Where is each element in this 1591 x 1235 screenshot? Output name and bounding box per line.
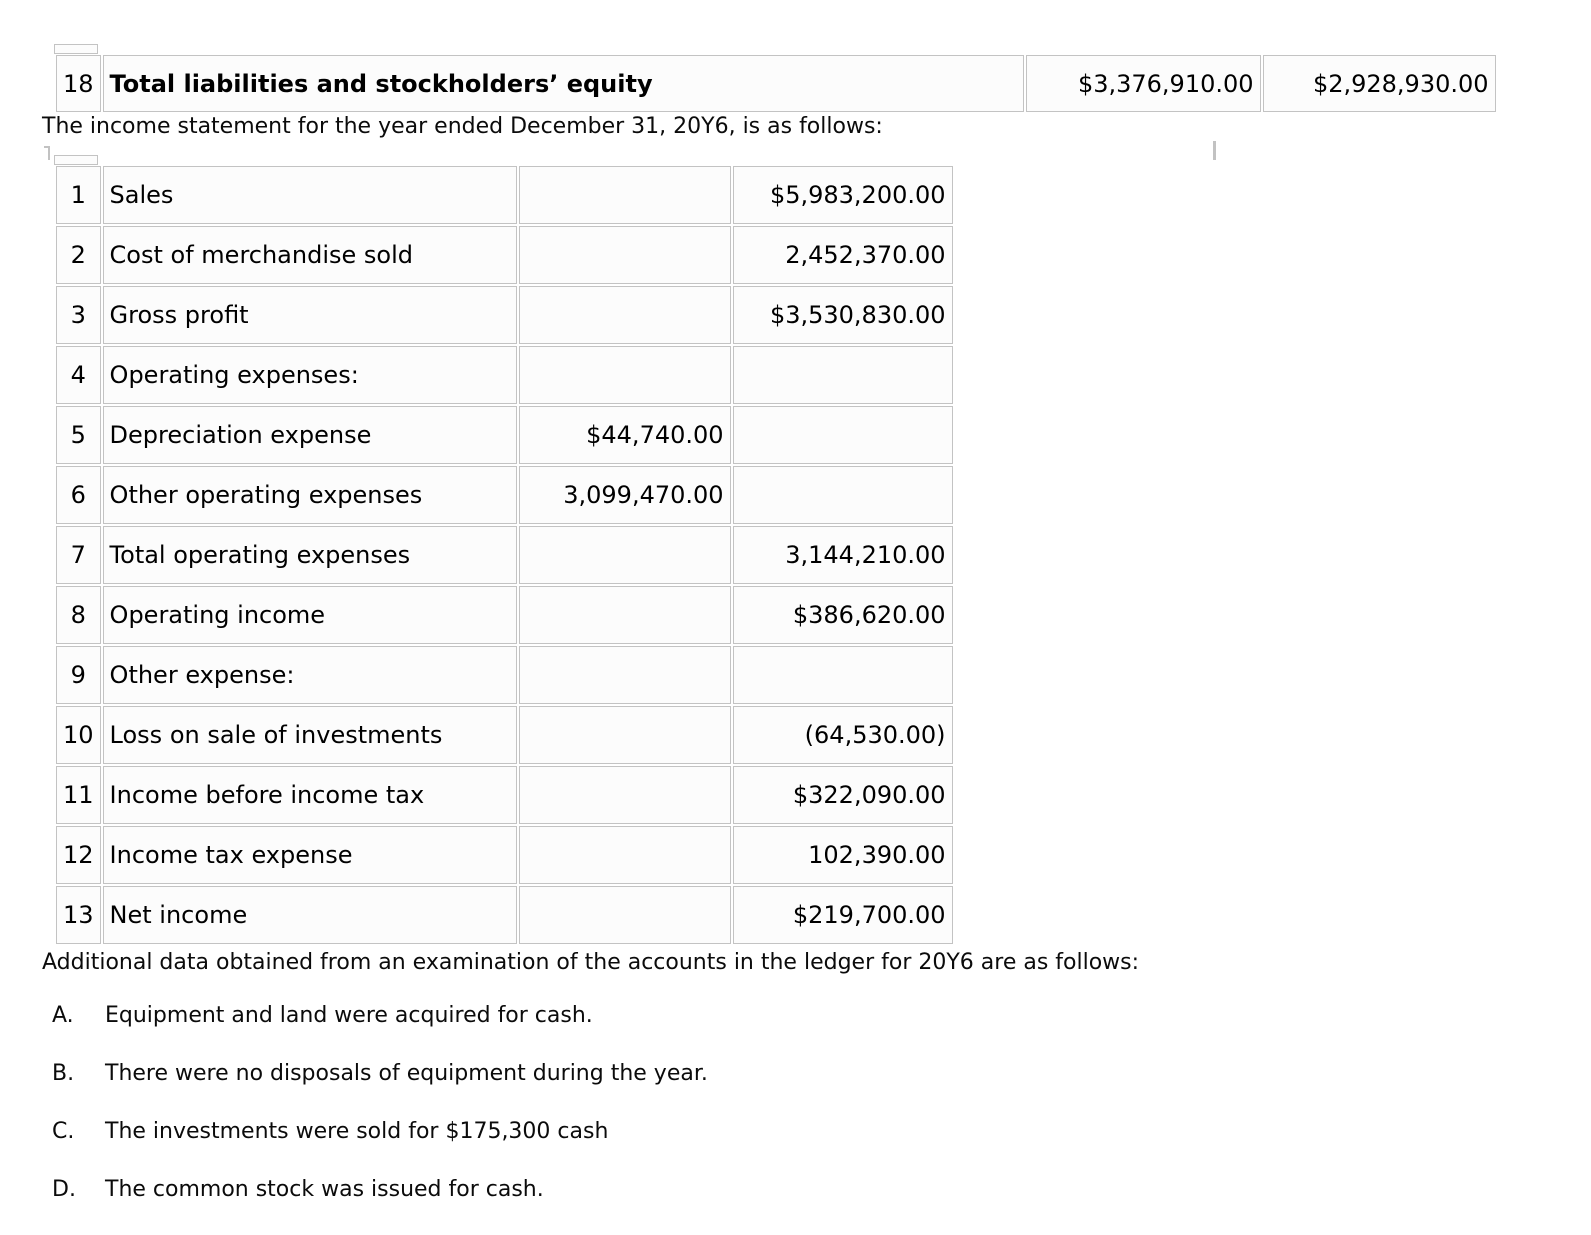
amount-mid-cell (518, 526, 731, 584)
amount-mid-cell (518, 646, 731, 704)
row-number-cell: 11 (56, 766, 101, 824)
note-letter: C. (52, 1119, 75, 1144)
amount-right-cell: (64,530.00) (732, 706, 953, 764)
amount-right-cell: 2,452,370.00 (732, 226, 953, 284)
income-statement-grid: 1 Sales $5,983,200.00 2 Cost of merchand… (54, 164, 955, 946)
account-label-cell: Other operating expenses (102, 466, 517, 524)
note-text: The common stock was issued for cash. (105, 1177, 544, 1202)
note-letter: A. (52, 1003, 74, 1028)
amount-mid-cell (518, 586, 731, 644)
account-label-cell: Loss on sale of investments (102, 706, 517, 764)
row-number-cell: 12 (56, 826, 101, 884)
table-row: 1 Sales $5,983,200.00 (56, 166, 953, 224)
note-text: The investments were sold for $175,300 c… (105, 1119, 609, 1144)
amount-right-cell (732, 466, 953, 524)
row-number-cell: 2 (56, 226, 101, 284)
note-item-b: B. There were no disposals of equipment d… (52, 1060, 708, 1087)
row-number-cell: 13 (56, 886, 101, 944)
amount-mid-cell (518, 886, 731, 944)
table-row: 11 Income before income tax $322,090.00 (56, 766, 953, 824)
note-text: Equipment and land were acquired for cas… (105, 1003, 593, 1028)
amount-right-cell: $3,530,830.00 (732, 286, 953, 344)
table-row: 7 Total operating expenses 3,144,210.00 (56, 526, 953, 584)
amount-right-cell (732, 406, 953, 464)
account-label-cell: Operating expenses: (102, 346, 517, 404)
account-label-cell: Sales (102, 166, 517, 224)
amount-mid-cell: 3,099,470.00 (518, 466, 731, 524)
amount-right-cell (732, 346, 953, 404)
cursor-artifact-right (1213, 141, 1216, 160)
account-label-cell: Gross profit (102, 286, 517, 344)
amount-right-cell (732, 646, 953, 704)
amount-mid-cell (518, 286, 731, 344)
cursor-artifact-left (48, 146, 50, 160)
intro-text: The income statement for the year ended … (42, 114, 883, 139)
amount-mid-cell (518, 706, 731, 764)
account-label-cell: Total operating expenses (102, 526, 517, 584)
additional-data-text: Additional data obtained from an examina… (42, 950, 1140, 975)
account-label-cell: Income before income tax (102, 766, 517, 824)
note-item-a: A. Equipment and land were acquired for c… (52, 1002, 593, 1029)
table-row: 8 Operating income $386,620.00 (56, 586, 953, 644)
table-row: 2 Cost of merchandise sold 2,452,370.00 (56, 226, 953, 284)
account-label-cell: Net income (102, 886, 517, 944)
account-label-cell: Cost of merchandise sold (102, 226, 517, 284)
partial-row-fragment (54, 44, 98, 54)
table-row: 13 Net income $219,700.00 (56, 886, 953, 944)
amount-mid-cell (518, 166, 731, 224)
note-item-c: C. The investments were sold for $175,300… (52, 1118, 608, 1145)
table-row: 12 Income tax expense 102,390.00 (56, 826, 953, 884)
note-letter: D. (52, 1177, 76, 1202)
note-item-d: D. The common stock was issued for cash. (52, 1176, 544, 1203)
row-number-cell: 4 (56, 346, 101, 404)
table-row: 9 Other expense: (56, 646, 953, 704)
amount-right-cell: $5,983,200.00 (732, 166, 953, 224)
amount-right-cell: $386,620.00 (732, 586, 953, 644)
table-row: 4 Operating expenses: (56, 346, 953, 404)
table-row: 3 Gross profit $3,530,830.00 (56, 286, 953, 344)
amount-mid-cell: $44,740.00 (518, 406, 731, 464)
total-liabilities-current-amount: $3,376,910.00 (1025, 55, 1261, 112)
account-label-cell: Other expense: (102, 646, 517, 704)
balance-sheet-total-table: 18 Total liabilities and stockholders’ e… (54, 44, 1498, 114)
row-number-cell: 10 (56, 706, 101, 764)
amount-right-cell: $219,700.00 (732, 886, 953, 944)
row-number-cell: 1 (56, 166, 101, 224)
amount-right-cell: $322,090.00 (732, 766, 953, 824)
cursor-artifact-left-tick (44, 146, 49, 148)
row-number-cell: 8 (56, 586, 101, 644)
row-number-cell: 5 (56, 406, 101, 464)
table-row: 6 Other operating expenses 3,099,470.00 (56, 466, 953, 524)
row-number-cell: 7 (56, 526, 101, 584)
amount-mid-cell (518, 346, 731, 404)
amount-right-cell: 3,144,210.00 (732, 526, 953, 584)
account-label-cell: Depreciation expense (102, 406, 517, 464)
row-number-cell: 3 (56, 286, 101, 344)
table-row: 10 Loss on sale of investments (64,530.0… (56, 706, 953, 764)
note-letter: B. (52, 1061, 75, 1086)
partial-row-fragment (54, 155, 98, 165)
balance-sheet-grid: 18 Total liabilities and stockholders’ e… (54, 53, 1498, 114)
row-number-cell: 6 (56, 466, 101, 524)
total-liabilities-label-cell: Total liabilities and stockholders’ equi… (102, 55, 1024, 112)
table-row: 5 Depreciation expense $44,740.00 (56, 406, 953, 464)
account-label-cell: Operating income (102, 586, 517, 644)
amount-mid-cell (518, 226, 731, 284)
account-label-cell: Income tax expense (102, 826, 517, 884)
row-number-cell: 9 (56, 646, 101, 704)
amount-mid-cell (518, 766, 731, 824)
total-liabilities-prior-amount: $2,928,930.00 (1262, 55, 1496, 112)
note-text: There were no disposals of equipment dur… (105, 1061, 708, 1086)
amount-mid-cell (518, 826, 731, 884)
table-row: 18 Total liabilities and stockholders’ e… (56, 55, 1496, 112)
amount-right-cell: 102,390.00 (732, 826, 953, 884)
income-statement-table: 1 Sales $5,983,200.00 2 Cost of merchand… (54, 155, 955, 946)
row-number-cell: 18 (56, 55, 101, 112)
